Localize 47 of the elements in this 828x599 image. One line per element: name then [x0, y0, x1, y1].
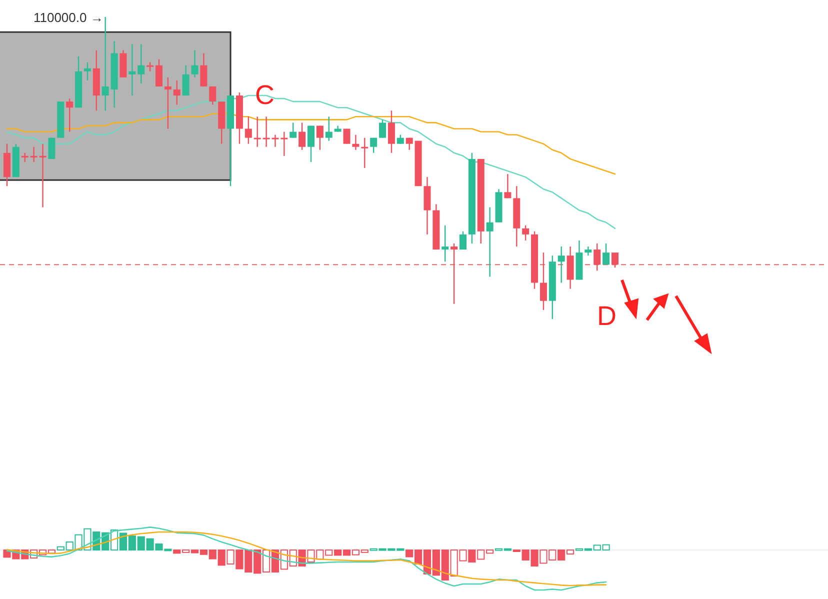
candlestick — [254, 116, 261, 148]
candlestick — [558, 246, 565, 284]
candlestick — [84, 62, 91, 82]
candlestick — [128, 44, 136, 96]
candlestick — [388, 110, 395, 154]
candlestick — [48, 137, 56, 160]
candlestick — [361, 137, 368, 169]
candlestick — [146, 62, 154, 72]
candlestick — [138, 44, 145, 84]
candlestick — [30, 146, 38, 163]
candlestick — [450, 242, 458, 304]
candlestick — [21, 152, 28, 163]
annotation: 110000.0 → — [33, 10, 104, 25]
candlestick — [460, 230, 466, 250]
candlestick — [39, 143, 46, 208]
annotation: D — [597, 301, 616, 331]
candlestick — [316, 125, 324, 150]
candlestick — [584, 246, 592, 256]
candlestick — [66, 98, 74, 132]
candlestick — [396, 134, 404, 144]
candlestick — [486, 206, 494, 278]
candlestick — [308, 125, 314, 163]
candlestick — [442, 224, 449, 262]
candlestick — [379, 119, 386, 138]
candlestick — [244, 116, 252, 144]
candlestick — [182, 64, 190, 96]
candlestick — [173, 80, 180, 106]
candlestick — [325, 116, 332, 142]
candlestick — [200, 52, 208, 88]
candlestick — [209, 86, 216, 106]
candlestick — [594, 242, 601, 272]
candlestick — [102, 16, 109, 112]
candlestick — [352, 134, 360, 150]
candlestick — [504, 173, 512, 199]
candlestick — [280, 131, 288, 157]
candlestick — [540, 252, 547, 311]
candlestick — [370, 137, 378, 154]
candlestick — [343, 128, 350, 144]
candlestick — [612, 252, 618, 268]
candlestick — [156, 58, 162, 88]
candlestick — [602, 242, 610, 266]
candlestick — [522, 224, 530, 242]
candlestick — [298, 122, 306, 150]
candlestick — [290, 122, 297, 138]
candlestick — [406, 137, 413, 150]
candlestick — [191, 50, 198, 78]
candlestick — [164, 76, 172, 130]
